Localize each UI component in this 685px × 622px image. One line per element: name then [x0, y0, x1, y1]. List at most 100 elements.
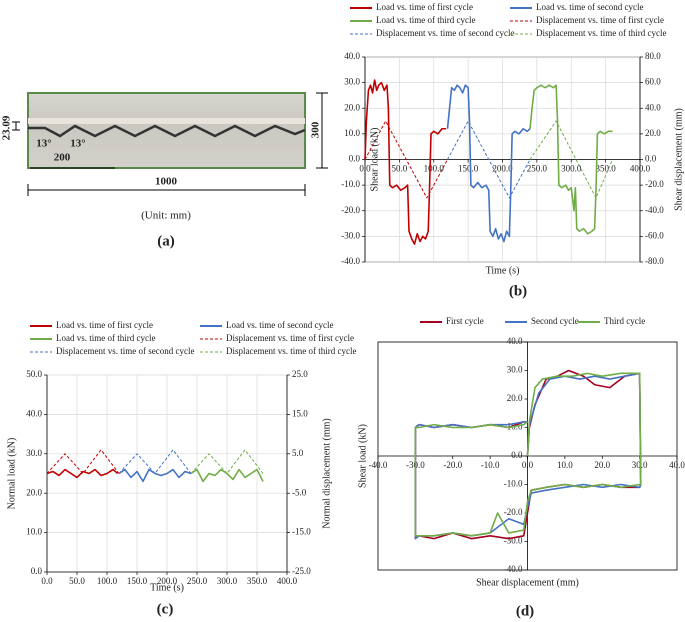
series-line: [447, 120, 531, 199]
x-tick-label: 400.0: [277, 576, 298, 586]
series-line: [414, 372, 642, 540]
y-axis-title: Normal load (kN): [6, 438, 17, 510]
x-tick-label: -40.0: [369, 460, 388, 470]
y-tick-label: 0.0: [31, 566, 43, 576]
panel-caption: (b): [509, 283, 527, 299]
y-tick-label: -30.0: [341, 230, 360, 240]
y2-axis-title: Normal displacement (mm): [321, 418, 332, 529]
y-tick-label: 30.0: [344, 77, 360, 87]
y-tick-label: 20.0: [507, 393, 523, 403]
x-tick-label: 20.0: [594, 460, 610, 470]
panel-caption: (d): [516, 603, 534, 619]
y2-tick-label: -80.0: [645, 256, 664, 266]
joint-profile: [28, 124, 306, 138]
x-tick-label: -20.0: [443, 460, 462, 470]
y-tick-label: -10.0: [504, 479, 523, 489]
x-tick-label: 350.0: [596, 164, 617, 174]
tooth-length-label: 200: [54, 152, 71, 164]
legend-label: Load vs. time of second cycle: [226, 320, 333, 330]
series-line: [118, 449, 192, 474]
x-tick-label: 150.0: [458, 164, 479, 174]
y2-tick-label: -15.0: [292, 527, 311, 537]
series-line: [118, 468, 192, 483]
x-axis-title: Shear displacement (mm): [476, 577, 579, 588]
y-tick-label: 20.0: [26, 487, 42, 497]
legend-label: Load vs. time of second cycle: [536, 2, 643, 12]
legend-label: Load vs. time of third cycle: [56, 333, 155, 343]
y2-axis-title: Shear displacement (mm): [673, 108, 684, 211]
y-tick-label: 40.0: [344, 51, 360, 61]
legend-label: Displacement vs. time of second cycle: [376, 28, 514, 38]
y-tick-label: 50.0: [26, 369, 42, 379]
y-tick-label: 40.0: [26, 408, 42, 418]
chart: -40.0 -30.0 -20.0 -10.0 0.0 10.0 20.0 30.0 40.0 -…: [357, 316, 685, 619]
series-line: [46, 468, 119, 479]
x-tick-label: 100.0: [424, 164, 445, 174]
x-tick-label: 10.0: [557, 460, 573, 470]
legend-label: Load vs. time of third cycle: [376, 15, 475, 25]
height-label: 300: [310, 121, 322, 138]
series-line: [190, 468, 264, 483]
x-tick-label: 50.0: [69, 576, 85, 586]
legend-label: Displacement vs. time of third cycle: [536, 28, 666, 38]
unit-note: (Unit: mm): [141, 210, 191, 222]
y-axis-title: Shear load (kN): [357, 424, 368, 488]
y2-tick-label: 80.0: [645, 51, 661, 61]
x-tick-label: 350.0: [247, 576, 268, 586]
y2-tick-label: 0.0: [645, 154, 657, 164]
thickness-label: 23.09: [1, 115, 13, 140]
y-tick-label: 30.0: [26, 448, 42, 458]
x-axis-title: Time (s): [150, 582, 184, 593]
y-tick-label: -20.0: [504, 507, 523, 517]
y-tick-label: -20.0: [341, 205, 360, 215]
x-tick-label: 0.0: [41, 576, 53, 586]
legend-label: Displacement vs. time of first cycle: [226, 333, 354, 343]
joint-band: [28, 118, 305, 124]
y2-tick-label: 40.0: [645, 102, 661, 112]
legend-label: Second cycle: [531, 316, 579, 326]
legend-label: First cycle: [446, 316, 484, 326]
series-line: [446, 84, 531, 243]
panel-caption: (c): [157, 601, 174, 617]
angle-label: 13°: [36, 138, 51, 150]
series-line: [46, 449, 120, 474]
y2-tick-label: 60.0: [645, 77, 661, 87]
angle-label: 13°: [70, 138, 85, 150]
y-axis-title: Shear load (kN): [369, 128, 380, 192]
panel-caption: (a): [157, 233, 175, 249]
chart: 0.0 50.0 100.0 150.0 200.0 250.0 300.0 350.0 400…: [341, 2, 684, 299]
y2-tick-label: -20.0: [645, 179, 664, 189]
y-tick-label: 20.0: [344, 102, 360, 112]
legend-label: Load vs. time of first cycle: [56, 320, 153, 330]
chart: 0.0 50.0 100.0 150.0 200.0 250.0 300.0 350.0 400…: [6, 320, 356, 617]
x-tick-label: 250.0: [527, 164, 548, 174]
series-line: [529, 84, 613, 235]
y-tick-label: -40.0: [341, 256, 360, 266]
y2-tick-label: -25.0: [292, 566, 311, 576]
y2-tick-label: 20.0: [645, 128, 661, 138]
legend-label: Displacement vs. time of first cycle: [536, 15, 664, 25]
x-tick-label: -10.0: [481, 460, 500, 470]
y2-tick-label: 25.0: [292, 369, 308, 379]
x-tick-label: 100.0: [97, 576, 118, 586]
y-tick-label: 30.0: [507, 365, 523, 375]
legend-label: Third cycle: [604, 316, 645, 326]
x-axis-title: Time (s): [486, 265, 520, 276]
y-tick-label: 10.0: [344, 128, 360, 138]
x-tick-label: 200.0: [157, 576, 178, 586]
series-line: [364, 120, 448, 199]
legend-label: Displacement vs. time of third cycle: [226, 346, 356, 356]
series-line: [414, 372, 642, 537]
y-tick-label: 0.0: [349, 154, 361, 164]
legend-label: Load vs. time of first cycle: [376, 2, 473, 12]
x-tick-label: 200.0: [492, 164, 513, 174]
y2-tick-label: 5.0: [292, 448, 304, 458]
y-tick-label: 0.0: [511, 450, 523, 460]
y-tick-label: 40.0: [507, 336, 523, 346]
length-label: 1000: [155, 176, 178, 188]
y2-tick-label: -5.0: [292, 487, 307, 497]
x-tick-label: 300.0: [217, 576, 238, 586]
y2-tick-label: -60.0: [645, 230, 664, 240]
x-tick-label: 50.0: [392, 164, 408, 174]
x-tick-label: 300.0: [561, 164, 582, 174]
